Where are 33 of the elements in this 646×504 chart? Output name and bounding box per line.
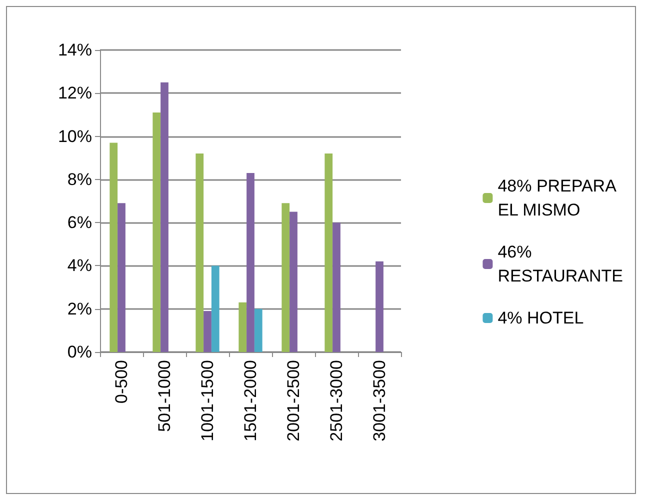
bar — [324, 154, 333, 352]
x-tick-label: 2001-2500 — [284, 360, 303, 442]
y-tick-label: 4% — [67, 256, 92, 276]
bar — [376, 261, 384, 352]
legend-label: 46% RESTAURANTE — [498, 242, 624, 286]
bar — [204, 311, 212, 352]
y-tick-label: 0% — [67, 342, 92, 362]
bar — [282, 203, 290, 352]
x-tick-label: 3001-3500 — [370, 360, 389, 442]
x-tick-label: 1501-2000 — [241, 360, 260, 442]
x-tick-label: 2501-3000 — [327, 360, 346, 442]
bar — [290, 212, 298, 352]
bar — [160, 82, 168, 352]
y-tick-label: 2% — [67, 299, 92, 318]
x-tick-label: 501-1000 — [155, 360, 174, 432]
bar — [211, 266, 220, 352]
bar — [238, 302, 247, 352]
y-tick-label: 8% — [67, 170, 92, 189]
y-tick-label: 14% — [58, 40, 92, 60]
legend-label: 48% PREPARA EL MISMO — [498, 176, 618, 220]
bar — [254, 308, 262, 352]
legend-label: 4% HOTEL — [498, 308, 584, 328]
y-tick-label: 12% — [58, 84, 92, 103]
x-tick-label: 0-500 — [112, 360, 131, 404]
bar — [196, 154, 204, 352]
y-tick-label: 10% — [58, 126, 92, 146]
bar — [110, 142, 118, 352]
bar — [246, 172, 254, 352]
x-tick-label: 1001-1500 — [198, 360, 217, 442]
bar — [332, 222, 340, 352]
bar — [118, 203, 126, 352]
bar — [152, 112, 161, 352]
y-tick-label: 6% — [67, 213, 92, 232]
